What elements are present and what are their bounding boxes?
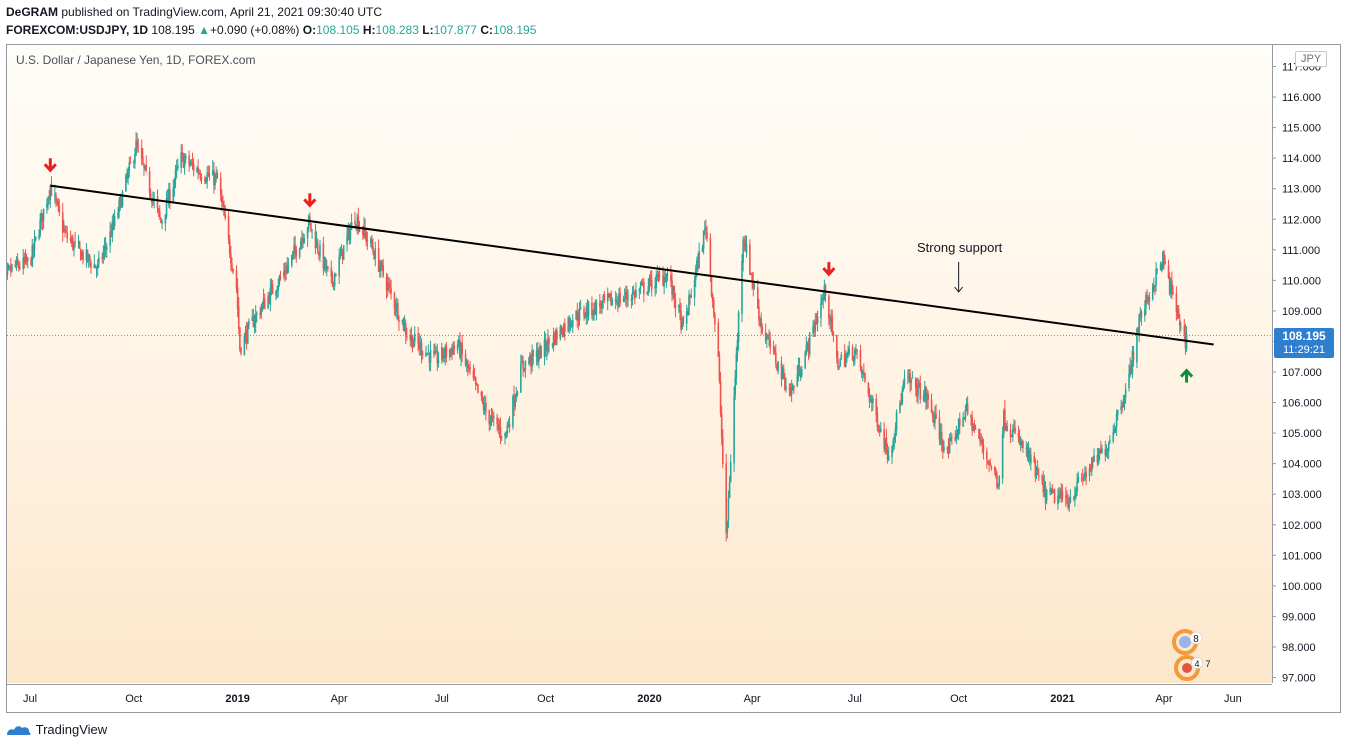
indicator-badge-bottom-right: 7 [1205,659,1210,669]
y-tick-label: 113.000 [1282,184,1321,196]
change-value: +0.090 (+0.08%) [210,23,300,37]
y-tick-label: 109.000 [1282,306,1322,318]
published-text: published on TradingView.com, April 21, … [61,5,383,19]
indicator-badge-top: 8 [1193,634,1199,645]
tradingview-logo-icon[interactable] [6,723,32,737]
badge-price: 108.195 [1282,329,1326,343]
x-tick-label: Jul [848,693,862,705]
publisher-name[interactable]: DeGRAM [6,5,59,19]
time-axis[interactable] [7,684,1272,712]
y-tick-label: 98.000 [1282,642,1316,654]
last-price-badge: 108.195 11:29:21 [1274,328,1334,358]
y-tick-label: 102.000 [1282,520,1322,532]
flag-icon [1179,636,1191,648]
x-tick-label: Jun [1224,693,1242,705]
annotation-text[interactable]: Strong support [917,240,1003,255]
indicator-badges[interactable]: 8 4 7 [1172,628,1220,684]
close-value: 108.195 [492,23,537,37]
x-tick-label: Jul [435,693,449,705]
chart-frame [6,44,1341,713]
y-tick-label: 106.000 [1282,398,1322,410]
y-tick-label: 104.000 [1282,459,1322,471]
high-value: 108.283 [375,23,419,37]
x-tick-label: 2021 [1050,693,1074,705]
symbol-line: FOREXCOM:USDJPY, 1D 108.195 ▲+0.090 (+0.… [6,23,537,37]
arrow-down-icon[interactable] [822,262,836,277]
interval: 1D [132,23,149,37]
low-value: 107.877 [433,23,477,37]
y-tick-label: 105.000 [1282,428,1322,440]
y-tick-label: 115.000 [1282,123,1321,135]
x-tick-label: Apr [1155,693,1172,705]
publish-line: DeGRAM published on TradingView.com, Apr… [6,5,382,19]
candles-group [7,131,1188,542]
y-tick-label: 110.000 [1282,275,1321,287]
x-tick-label: Apr [331,693,348,705]
y-tick-label: 107.000 [1282,367,1322,379]
footer: TradingView [6,721,107,741]
y-tick-label: 114.000 [1282,153,1321,165]
arrow-down-icon[interactable] [43,158,57,173]
plot-area[interactable] [7,45,1272,683]
x-tick-label: Oct [125,693,142,705]
indicator-badge-bottom-left: 4 [1194,659,1199,669]
up-triangle-icon: ▲ [198,23,211,37]
y-tick-label: 99.000 [1282,611,1316,623]
x-tick-label: Jul [23,693,37,705]
annotation-pointer[interactable] [954,262,964,293]
chart-legend-title[interactable]: U.S. Dollar / Japanese Yen, 1D, FOREX.co… [16,53,256,67]
y-tick-label: 103.000 [1282,489,1322,501]
y-tick-label: 100.000 [1282,581,1322,593]
y-tick-label: 111.000 [1282,245,1320,257]
x-tick-label: Oct [537,693,554,705]
price-axis[interactable] [1272,45,1340,683]
footer-brand[interactable]: TradingView [35,722,108,738]
event-icon [1182,663,1192,673]
x-tick-label: Apr [744,693,761,705]
arrow-up-icon[interactable] [1179,368,1194,383]
symbol-name[interactable]: FOREXCOM:USDJPY [6,23,127,37]
y-tick-label: 101.000 [1282,550,1322,562]
chart-header: DeGRAM published on TradingView.com, Apr… [0,0,1348,42]
last-price: 108.195 [151,23,195,37]
y-tick-label: 97.000 [1282,673,1316,685]
y-tick-label: 112.000 [1282,214,1321,226]
x-tick-label: 2019 [225,693,249,705]
arrow-down-icon[interactable] [303,193,317,208]
x-tick-label: 2020 [637,693,661,705]
x-tick-label: Oct [950,693,967,705]
y-tick-label: 116.000 [1282,92,1321,104]
badge-countdown: 11:29:21 [1282,344,1325,356]
trendline[interactable] [50,184,1214,346]
currency-unit-label[interactable]: JPY [1295,51,1328,67]
open-value: 108.105 [316,23,360,37]
